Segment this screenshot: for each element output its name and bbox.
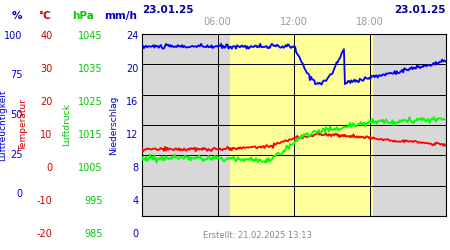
Text: 10: 10 — [40, 130, 53, 140]
Text: 20: 20 — [126, 64, 139, 74]
Text: 24: 24 — [126, 31, 139, 41]
Text: -20: -20 — [37, 229, 53, 239]
Text: 23.01.25: 23.01.25 — [394, 6, 446, 16]
Text: 1025: 1025 — [78, 97, 103, 107]
Text: 50: 50 — [10, 110, 22, 120]
Text: 0: 0 — [16, 189, 22, 199]
Text: Luftfeuchtigkeit: Luftfeuchtigkeit — [0, 89, 7, 161]
Text: 30: 30 — [40, 64, 53, 74]
Text: 23.01.25: 23.01.25 — [142, 6, 193, 16]
Text: 75: 75 — [10, 70, 22, 81]
Text: 985: 985 — [84, 229, 103, 239]
Text: 8: 8 — [132, 163, 139, 173]
Text: 18:00: 18:00 — [356, 17, 383, 27]
Bar — [297, 34, 373, 216]
Text: mm/h: mm/h — [104, 11, 137, 21]
Text: 40: 40 — [40, 31, 53, 41]
Text: 100: 100 — [4, 31, 22, 41]
Text: 20: 20 — [40, 97, 53, 107]
Text: 16: 16 — [126, 97, 139, 107]
Text: Niederschlag: Niederschlag — [109, 95, 118, 155]
Bar — [230, 34, 297, 216]
Text: 1015: 1015 — [78, 130, 103, 140]
Text: 995: 995 — [84, 196, 103, 206]
Text: 12: 12 — [126, 130, 139, 140]
Text: 0: 0 — [132, 229, 139, 239]
Text: °C: °C — [38, 11, 50, 21]
Text: hPa: hPa — [72, 11, 94, 21]
Text: 0: 0 — [46, 163, 53, 173]
Text: 25: 25 — [10, 150, 22, 160]
Text: Luftdruck: Luftdruck — [62, 104, 71, 146]
Text: 4: 4 — [132, 196, 139, 206]
Text: 1035: 1035 — [78, 64, 103, 74]
Text: 12:00: 12:00 — [280, 17, 307, 27]
Text: Erstellt: 21.02.2025 13:13: Erstellt: 21.02.2025 13:13 — [203, 231, 311, 240]
Text: Temperatur: Temperatur — [19, 99, 28, 151]
Text: -10: -10 — [37, 196, 53, 206]
Text: 06:00: 06:00 — [204, 17, 232, 27]
Text: 1005: 1005 — [78, 163, 103, 173]
Text: %: % — [12, 11, 22, 21]
Text: 1045: 1045 — [78, 31, 103, 41]
